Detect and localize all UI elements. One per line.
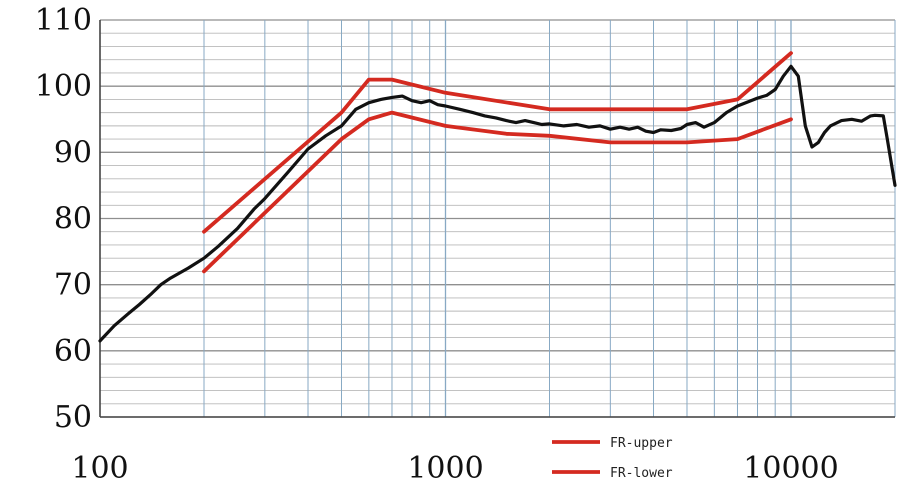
x-tick-label: 1000 <box>407 451 483 486</box>
legend: FR-upper FR-lower <box>552 436 673 481</box>
axes <box>99 20 895 418</box>
x-tick-label: 100 <box>71 451 128 486</box>
series-line-measured <box>98 64 897 343</box>
series-line-fr-lower <box>202 110 793 274</box>
legend-label: FR-lower <box>610 466 673 481</box>
y-tick-label: 90 <box>54 135 92 170</box>
x-tick-labels: 100 1000 10000 <box>71 451 838 486</box>
vertical-gridlines <box>203 20 896 417</box>
y-tick-labels: 50 60 70 80 90 100 110 <box>35 3 92 435</box>
y-tick-label: 50 <box>54 400 92 435</box>
series-layer <box>98 51 897 343</box>
y-tick-label: 100 <box>35 69 92 104</box>
y-tick-label: 110 <box>35 3 92 38</box>
y-tick-label: 60 <box>54 334 92 369</box>
y-tick-label: 70 <box>54 268 92 303</box>
legend-label: FR-upper <box>610 436 673 451</box>
x-tick-label: 10000 <box>743 451 838 486</box>
series-line-fr-upper <box>202 51 793 234</box>
y-tick-label: 80 <box>54 202 92 237</box>
